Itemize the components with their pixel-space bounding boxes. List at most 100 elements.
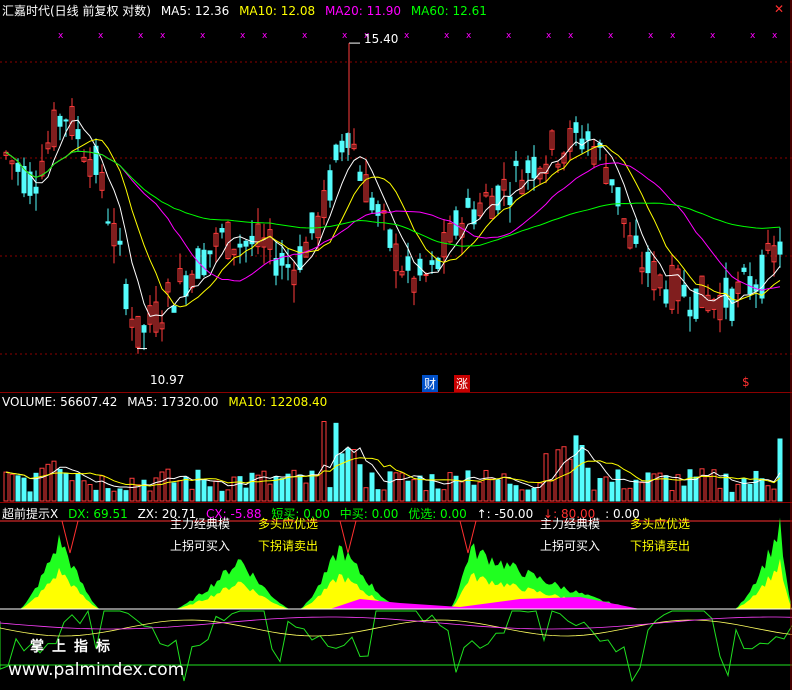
volume-chart — [3, 393, 792, 503]
signal-turn-down-1: 下拐请卖出 — [258, 539, 319, 553]
candle-body — [201, 249, 207, 276]
candle-body — [483, 192, 489, 197]
indicator-panel[interactable]: 超前提示X DX: 69.51 ZX: 20.71 CX: -5.88 短买: … — [0, 502, 792, 690]
volume-bar — [177, 479, 183, 502]
signal-badge[interactable]: $ — [742, 375, 750, 389]
volume-bar — [687, 469, 693, 502]
volume-value: VOLUME: 56607.42 — [2, 395, 118, 409]
ma60-value: MA60: 12.61 — [410, 4, 487, 18]
candle-body — [183, 275, 189, 297]
signal-x-mark: x — [608, 31, 614, 41]
signal-x-mark: x — [98, 31, 104, 41]
volume-bar — [129, 477, 135, 502]
volume-bar — [447, 472, 453, 502]
pick-value: 优选: 0.00 — [408, 507, 467, 521]
signal-turn-up-2: 上拐可买入 — [540, 539, 601, 553]
volume-bar — [159, 471, 165, 502]
volume-bar — [171, 482, 177, 502]
candle-body — [117, 240, 123, 245]
volume-bar — [597, 478, 603, 502]
candle-body — [393, 243, 399, 272]
signal-x-mark: x — [58, 31, 64, 41]
candle-body — [291, 269, 297, 286]
volume-bar — [207, 486, 213, 502]
ma10-line — [5, 138, 781, 308]
volume-bar — [249, 472, 255, 502]
volume-bar — [117, 488, 123, 502]
zhang-badge[interactable]: 涨 — [454, 375, 471, 392]
volume-bar — [453, 475, 459, 502]
candle-body — [771, 245, 777, 263]
candle-body — [651, 261, 657, 291]
signal-x-mark: x — [670, 31, 676, 41]
candle-body — [147, 305, 153, 325]
close-icon[interactable]: ✕ — [773, 2, 785, 16]
volume-bar — [507, 483, 513, 502]
signal-x-mark: x — [546, 31, 552, 41]
volume-bar — [375, 489, 381, 502]
candle-body — [171, 305, 177, 313]
candle-body — [531, 156, 537, 179]
candle-body — [345, 133, 351, 148]
candle-body — [369, 197, 375, 211]
candle-body — [471, 209, 477, 225]
volume-bar — [15, 475, 21, 502]
indicator-name: 超前提示X — [2, 507, 59, 521]
candle-body — [663, 289, 669, 304]
volume-bar — [363, 487, 369, 502]
signal-turn-up-1: 上拐可买入 — [170, 539, 231, 553]
candle-body — [177, 268, 183, 283]
signal-turn-down-2: 下拐请卖出 — [630, 539, 691, 553]
volume-bar — [189, 488, 195, 502]
volume-bar — [57, 468, 63, 502]
ma60-line — [5, 150, 781, 247]
candle-body — [687, 309, 693, 317]
price-chart-panel[interactable]: 汇嘉时代(日线 前复权 对数) MA5: 12.36 MA10: 12.08 M… — [0, 0, 792, 392]
volume-bar — [627, 487, 633, 502]
signal-multi-pick-1: 多头应优选 — [258, 517, 319, 531]
signal-x-mark: x — [302, 31, 308, 41]
extra-value: : 0.00 — [605, 507, 640, 521]
candle-body — [297, 246, 303, 271]
volume-bar — [339, 453, 345, 502]
candle-body — [39, 160, 45, 177]
ma5-line — [5, 119, 781, 317]
volume-bar — [591, 489, 597, 502]
candle-body — [237, 243, 243, 248]
candle-body — [519, 179, 525, 195]
volume-bar — [237, 476, 243, 502]
volume-bar — [99, 475, 105, 502]
signal-main-classic-2: 主力经典模 — [540, 517, 601, 531]
volume-bar — [471, 484, 477, 502]
signal-x-mark: x — [200, 31, 206, 41]
volume-bar — [753, 470, 759, 502]
volume-bar — [765, 485, 771, 502]
candle-body — [423, 274, 429, 277]
signal-x-mark: x — [466, 31, 472, 41]
volume-panel[interactable]: VOLUME: 56607.42 MA5: 17320.00 MA10: 122… — [0, 392, 792, 503]
candle-body — [411, 277, 417, 293]
watermark-url: www.palmindex.com — [8, 660, 185, 680]
candle-body — [255, 223, 261, 248]
candle-body — [63, 119, 69, 122]
candle-body — [249, 235, 255, 245]
cai-badge[interactable]: 财 — [422, 375, 439, 392]
volume-bar — [573, 435, 579, 502]
volume-bar — [261, 470, 267, 502]
cx-area — [330, 597, 640, 609]
volume-bar — [39, 467, 45, 502]
candle-body — [285, 264, 291, 268]
candle-body — [693, 288, 699, 319]
volume-bar — [297, 474, 303, 502]
signal-x-mark: x — [160, 31, 166, 41]
volume-bar — [543, 453, 549, 502]
oscillator-line — [0, 609, 792, 683]
mid-buy-value: 中买: 0.00 — [339, 507, 399, 521]
candle-body — [555, 163, 561, 168]
volume-bar — [675, 474, 681, 502]
signal-main-classic-1: 主力经典模 — [170, 517, 231, 531]
candle-body — [51, 109, 57, 148]
candle-body — [9, 160, 15, 165]
zx-area — [450, 572, 640, 609]
